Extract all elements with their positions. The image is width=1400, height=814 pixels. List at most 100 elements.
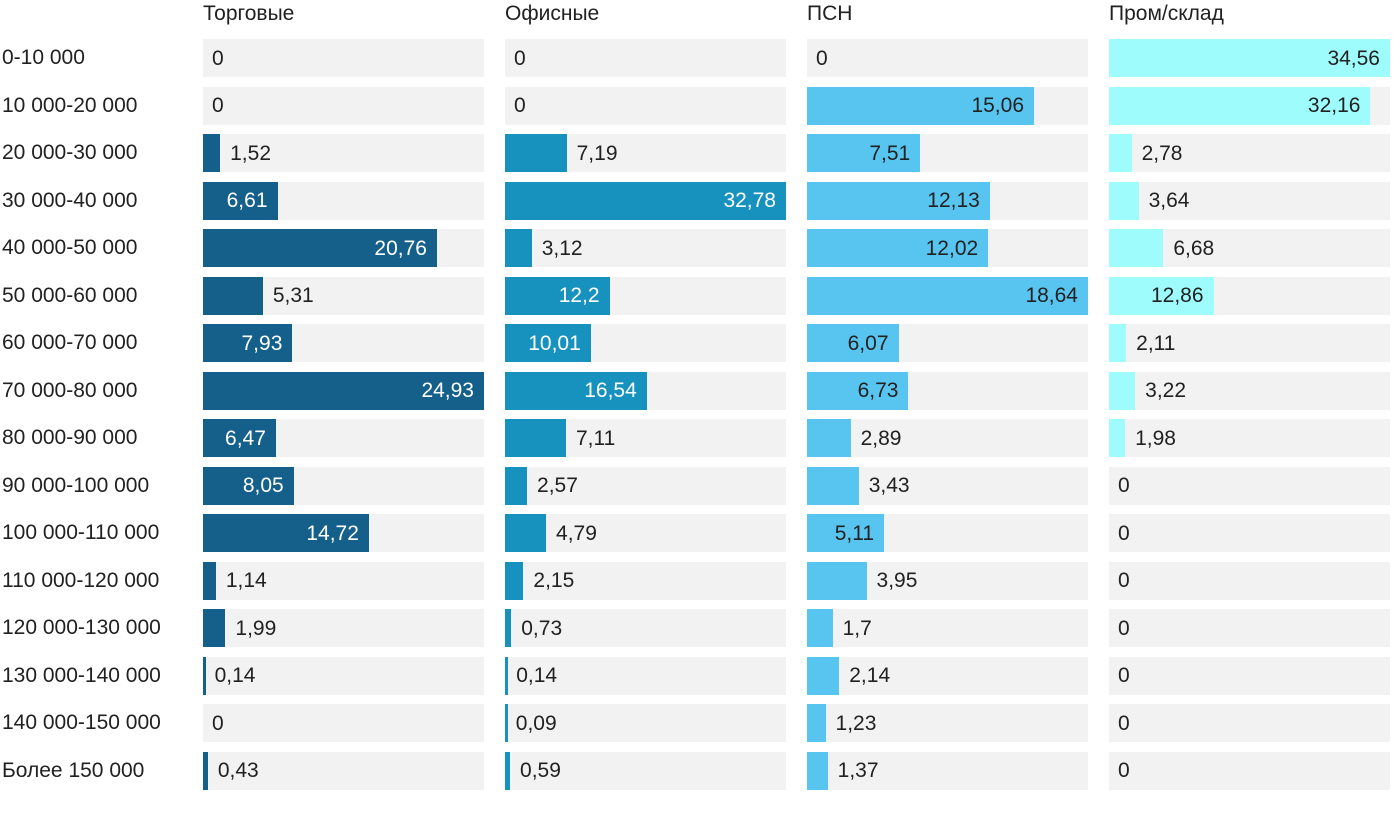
bar: 7,51: [807, 134, 921, 172]
bar: [807, 609, 833, 647]
bar-value: 7,11: [575, 426, 616, 450]
bar-value: 3,22: [1145, 379, 1187, 402]
bar-value: 34,56: [1327, 46, 1380, 70]
bar-track: 0: [505, 39, 786, 77]
bar-track: 6,73: [807, 371, 1088, 410]
bar: [505, 609, 512, 647]
bar-track: 0: [1109, 561, 1390, 600]
bar-value: 16,54: [584, 379, 637, 402]
row-label: 120 000-130 000: [2, 616, 161, 639]
bar-value: 3,12: [541, 236, 583, 260]
bar-track: 3,64: [1109, 181, 1390, 220]
bar: 12,86: [1109, 276, 1214, 315]
bar: [807, 656, 840, 695]
bar-track: 10,01: [505, 324, 786, 362]
bar-track: 0: [1109, 466, 1390, 505]
bar-track: 1,37: [807, 751, 1088, 790]
bar-track: 0: [1109, 609, 1390, 647]
bar: [1109, 419, 1126, 457]
row-label: 90 000-100 000: [2, 473, 150, 497]
bar-value: 7,93: [241, 331, 283, 355]
bar-track: 0: [203, 86, 484, 125]
bar-value: 0,14: [516, 664, 558, 687]
bar: [203, 134, 221, 172]
bar-value: 0: [514, 94, 526, 117]
bar: [807, 704, 826, 742]
row-label: 70 000-80 000: [2, 378, 138, 402]
bar-value: 0: [1118, 711, 1130, 735]
bar: 12,2: [505, 276, 610, 315]
bar: [203, 609, 226, 647]
bar-track: 0: [1109, 656, 1390, 695]
bar-value: 1,52: [230, 141, 271, 165]
bar: [505, 419, 566, 457]
bar: 24,93: [203, 371, 484, 410]
bar: [505, 229, 532, 267]
bar-value: 0,09: [515, 711, 557, 735]
bar-track: 12,2: [505, 276, 786, 315]
bar: [505, 751, 511, 790]
bar-value: 2,78: [1141, 141, 1183, 165]
bar-track: 4,79: [505, 514, 786, 552]
bar-track: 2,11: [1109, 324, 1390, 362]
row-label: 20 000-30 000: [2, 141, 138, 164]
bar-value: 7,19: [576, 141, 618, 165]
bar: [505, 466, 528, 505]
bar-track: 3,95: [807, 561, 1088, 600]
bar-track: 8,05: [203, 466, 484, 505]
bar-track: 6,47: [203, 419, 484, 457]
bar-value: 3,95: [876, 569, 918, 592]
bar: [807, 561, 867, 600]
bar-value: 0: [212, 46, 224, 70]
bar-value: 32,78: [723, 189, 776, 212]
bar: 20,76: [203, 229, 437, 267]
bar-value: 0: [212, 711, 224, 735]
bar-track: 0,14: [505, 656, 786, 695]
bar-track: 1,14: [203, 561, 484, 600]
bar-value: 0,59: [520, 759, 561, 782]
bar: 12,13: [807, 181, 990, 220]
column-header-label: Пром/склад: [1109, 2, 1224, 25]
bar-track: 1,52: [203, 134, 484, 172]
chart-grid: Торговые Офисные ПСН Пром/склад 0-10 000 0 0 0 3…: [2, 0, 1390, 790]
bar-value: 6,47: [225, 426, 266, 450]
bar-value: 1,37: [837, 759, 879, 782]
bar-track: 1,99: [203, 609, 484, 647]
row-label: 130 000-140 000: [2, 663, 161, 687]
bar-value: 20,76: [374, 236, 427, 260]
row-label: 100 000-110 000: [2, 521, 160, 544]
bar-value: 0: [1118, 664, 1130, 687]
bar-value: 0: [1118, 521, 1130, 545]
bar: [807, 466, 859, 505]
bar-track: 7,19: [505, 134, 786, 172]
bar: [505, 514, 547, 552]
bar-value: 0: [514, 46, 526, 70]
bar-track: 32,78: [505, 181, 786, 220]
bar-value: 0: [212, 94, 224, 117]
bar-value: 1,99: [235, 616, 277, 640]
bar: 32,78: [505, 181, 786, 220]
bar-track: 6,07: [807, 324, 1088, 362]
bar-track: 2,15: [505, 561, 786, 600]
bar-value: 15,06: [971, 94, 1025, 117]
bar: 6,73: [807, 371, 909, 410]
bar-track: 3,12: [505, 229, 786, 267]
column-header: Офисные: [505, 0, 786, 30]
bar-track: 2,14: [807, 656, 1088, 695]
column-header-label: ПСН: [807, 2, 853, 25]
row-label: 10 000-20 000: [2, 93, 138, 117]
bar-value: 6,73: [857, 379, 899, 402]
bar-value: 6,61: [226, 189, 268, 212]
bar-track: 0: [1109, 704, 1390, 742]
bar-value: 6,07: [847, 331, 889, 355]
bar-track: 7,93: [203, 324, 484, 362]
bar: [807, 419, 851, 457]
bar-value: 3,64: [1148, 189, 1190, 212]
bar-value: 12,13: [927, 189, 980, 212]
bar-value: 10,01: [528, 331, 581, 355]
bar-track: 32,16: [1109, 86, 1390, 125]
bar-value: 32,16: [1307, 94, 1361, 117]
bar-track: 0: [505, 86, 786, 125]
bar-track: 0: [1109, 514, 1390, 552]
bar-track: 6,68: [1109, 229, 1390, 267]
